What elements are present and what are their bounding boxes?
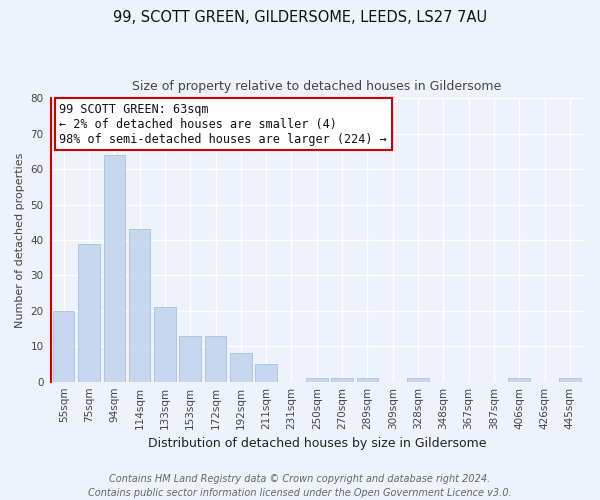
Bar bbox=[306, 378, 328, 382]
Bar bbox=[331, 378, 353, 382]
X-axis label: Distribution of detached houses by size in Gildersome: Distribution of detached houses by size … bbox=[148, 437, 486, 450]
Bar bbox=[256, 364, 277, 382]
Bar bbox=[78, 244, 100, 382]
Bar bbox=[205, 336, 226, 382]
Text: 99 SCOTT GREEN: 63sqm
← 2% of detached houses are smaller (4)
98% of semi-detach: 99 SCOTT GREEN: 63sqm ← 2% of detached h… bbox=[59, 102, 387, 146]
Bar bbox=[356, 378, 378, 382]
Bar bbox=[154, 308, 176, 382]
Bar bbox=[53, 311, 74, 382]
Bar bbox=[559, 378, 581, 382]
Title: Size of property relative to detached houses in Gildersome: Size of property relative to detached ho… bbox=[132, 80, 502, 93]
Bar bbox=[104, 155, 125, 382]
Bar bbox=[129, 230, 151, 382]
Bar bbox=[230, 354, 251, 382]
Y-axis label: Number of detached properties: Number of detached properties bbox=[15, 152, 25, 328]
Text: Contains HM Land Registry data © Crown copyright and database right 2024.
Contai: Contains HM Land Registry data © Crown c… bbox=[88, 474, 512, 498]
Bar bbox=[179, 336, 201, 382]
Bar bbox=[407, 378, 429, 382]
Text: 99, SCOTT GREEN, GILDERSOME, LEEDS, LS27 7AU: 99, SCOTT GREEN, GILDERSOME, LEEDS, LS27… bbox=[113, 10, 487, 25]
Bar bbox=[508, 378, 530, 382]
